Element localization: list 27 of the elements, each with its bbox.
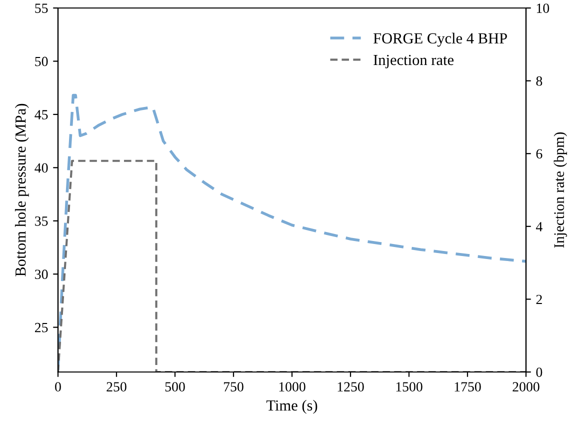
y2-tick-label: 10 [536, 4, 550, 13]
x-tick-label: 2000 [512, 382, 540, 392]
x-tick-label: 250 [106, 382, 126, 392]
y2-tick-label: 4 [536, 222, 542, 232]
legend-label: Injection rate [374, 54, 454, 68]
legend-label: FORGE Cycle 4 BHP [373, 32, 507, 47]
y2-tick-label: 8 [536, 76, 542, 86]
x-tick-label: 750 [224, 382, 244, 392]
y2-tick-label: 6 [536, 149, 542, 159]
y-tick-label: 50 [35, 56, 48, 66]
y-axis-title: Bottom hole pressure (MPa) [14, 104, 29, 276]
y-tick-label: 40 [34, 163, 48, 173]
x-tick-label: 0 [55, 382, 61, 392]
y-tick-label: 45 [34, 110, 48, 120]
y-tick-label: 55 [35, 4, 48, 13]
x-tick-label: 1250 [338, 382, 364, 392]
y-tick-label: 30 [35, 270, 48, 280]
y-tick-label: 25 [35, 322, 48, 332]
y2-axis-title: Injection rate (bpm) [554, 132, 568, 248]
x-axis-title: Time (s) [266, 400, 318, 414]
y-tick-label: 35 [35, 216, 48, 226]
x-tick-label: 1500 [396, 382, 422, 392]
x-tick-label: 500 [165, 382, 185, 392]
x-tick-label: 1000 [279, 382, 306, 392]
y2-tick-label: 2 [536, 294, 542, 304]
x-tick-label: 1750 [454, 382, 481, 392]
y2-tick-label: 0 [536, 368, 542, 377]
